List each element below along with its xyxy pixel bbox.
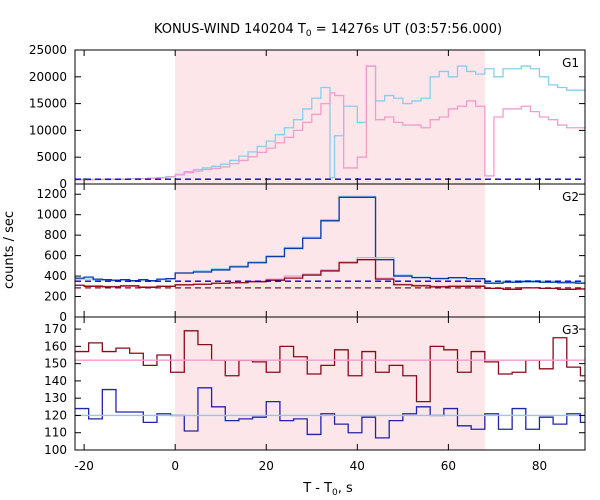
series-line-g3-0 xyxy=(75,330,585,403)
panel-g3: 100 110 120 130 140 150 160 170 G3 xyxy=(44,316,586,457)
y-tick-label: 130 xyxy=(44,391,67,405)
panel-label: G2 xyxy=(562,190,579,204)
y-tick-label: 0 xyxy=(59,177,67,191)
y-tick-label: 160 xyxy=(44,339,67,353)
y-tick-label: 25000 xyxy=(29,43,67,57)
y-tick-label: 1000 xyxy=(36,208,67,222)
y-tick-label: 120 xyxy=(44,408,67,422)
chart-panels: 0500010000150002000025000G10200400600800… xyxy=(29,43,586,473)
x-tick-label: 0 xyxy=(171,459,179,473)
y-tick-label: 0 xyxy=(59,310,67,324)
y-tick-label: 800 xyxy=(44,228,67,242)
y-tick-label: 150 xyxy=(44,357,67,371)
y-tick-label: 15000 xyxy=(29,97,67,111)
x-tick-label: 40 xyxy=(350,459,365,473)
x-axis-label: T - T0, s xyxy=(302,481,353,498)
panel-g1: 0 5000 10000 15000 20000 25000 G1 xyxy=(29,43,586,191)
series-line-g2-1 xyxy=(75,196,585,284)
y-tick-label: 10000 xyxy=(29,123,67,137)
panel-label: G3 xyxy=(562,323,579,337)
y-tick-label: 20000 xyxy=(29,70,67,84)
y-tick-label: 110 xyxy=(44,426,67,440)
y-tick-label: 600 xyxy=(44,249,67,263)
series-line-g1-1 xyxy=(75,65,585,181)
y-tick-label: 200 xyxy=(44,290,67,304)
series-line-g2-3 xyxy=(75,259,585,291)
x-tick-label: 20 xyxy=(259,459,274,473)
x-tick-label: -20 xyxy=(74,459,94,473)
shaded-interval xyxy=(175,317,485,450)
x-tick-label: 60 xyxy=(441,459,456,473)
chart-title: KONUS-WIND 140204 T0 = 14276s UT (03:57:… xyxy=(154,22,502,39)
y-tick-label: 100 xyxy=(44,443,67,457)
panel-frame xyxy=(74,316,586,451)
y-tick-label: 140 xyxy=(44,374,67,388)
y-tick-label: 5000 xyxy=(36,150,67,164)
y-tick-label: 1200 xyxy=(36,187,67,201)
panel-label: G1 xyxy=(562,56,579,70)
series-line-g3-1 xyxy=(75,387,585,439)
y-tick-label: 400 xyxy=(44,269,67,283)
x-tick-label: 80 xyxy=(532,459,547,473)
shaded-interval xyxy=(175,184,485,317)
y-tick-label: 170 xyxy=(44,322,67,336)
y-axis-label: counts / sec xyxy=(2,211,17,289)
panel-g2: 0 200 400 600 800 1000 1200 G2 xyxy=(36,183,586,324)
